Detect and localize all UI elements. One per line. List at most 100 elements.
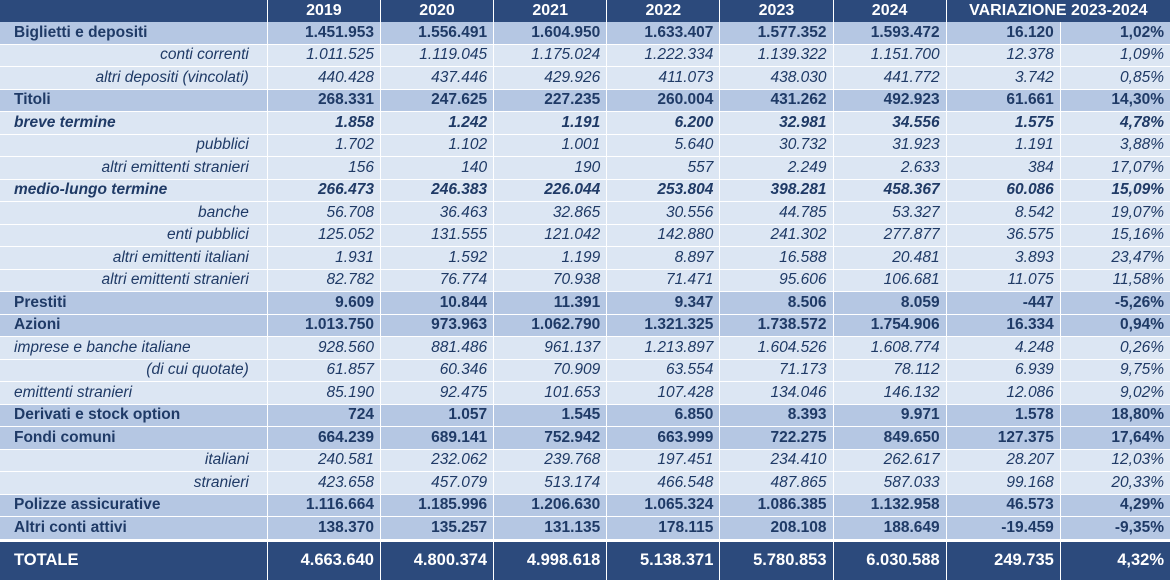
- value-cell: 138.370: [267, 516, 381, 541]
- value-cell: 82.782: [267, 269, 381, 292]
- variation-abs-cell: 8.542: [946, 201, 1061, 225]
- value-cell: 36.463: [380, 201, 495, 225]
- value-cell: 1.065.324: [606, 494, 721, 517]
- value-cell: 8.897: [606, 246, 721, 270]
- value-cell: 239.768: [493, 449, 608, 472]
- value-cell: 1.116.664: [267, 494, 381, 517]
- value-cell: 1.175.024: [493, 44, 608, 67]
- variation-pct-cell: 19,07%: [1060, 201, 1171, 225]
- total-value: 5.138.371: [606, 538, 721, 581]
- value-cell: 106.681: [833, 269, 947, 292]
- table-row: altri depositi (vincolati) 440.428 437.446…: [0, 66, 1171, 90]
- row-label: Prestiti: [0, 291, 268, 315]
- value-cell: 34.556: [833, 111, 947, 135]
- value-cell: 95.606: [719, 269, 834, 292]
- variation-abs-cell: 11.075: [946, 269, 1061, 292]
- table-row: medio-lungo termine 266.473 246.383 226.044…: [0, 179, 1171, 202]
- value-cell: 1.545: [493, 404, 608, 427]
- table-row: emittenti stranieri 85.190 92.475 101.653 10…: [0, 381, 1171, 405]
- variation-abs-cell: 4.248: [946, 336, 1061, 360]
- row-label: altri depositi (vincolati): [0, 66, 268, 90]
- value-cell: 664.239: [267, 426, 381, 450]
- value-cell: 11.391: [493, 291, 608, 315]
- row-label: imprese e banche italiane: [0, 336, 268, 360]
- value-cell: 1.011.525: [267, 44, 381, 67]
- value-cell: 752.942: [493, 426, 608, 450]
- variation-pct-cell: 15,09%: [1060, 179, 1171, 202]
- value-cell: 8.506: [719, 291, 834, 315]
- value-cell: 101.653: [493, 381, 608, 405]
- value-cell: 1.102: [380, 134, 495, 157]
- row-label: medio-lungo termine: [0, 179, 268, 202]
- value-cell: 146.132: [833, 381, 947, 405]
- header-year-2019: 2019: [267, 0, 381, 22]
- value-cell: 32.865: [493, 201, 608, 225]
- value-cell: 1.086.385: [719, 494, 834, 517]
- value-cell: 1.185.996: [380, 494, 495, 517]
- value-cell: 961.137: [493, 336, 608, 360]
- value-cell: 131.555: [380, 224, 495, 247]
- variation-pct-cell: 11,58%: [1060, 269, 1171, 292]
- variation-abs-cell: -19.459: [946, 516, 1061, 541]
- value-cell: 437.446: [380, 66, 495, 90]
- total-value: 5.780.853: [719, 538, 834, 581]
- value-cell: 457.079: [380, 471, 495, 495]
- variation-abs-cell: 384: [946, 156, 1061, 180]
- value-cell: 197.451: [606, 449, 721, 472]
- value-cell: 30.556: [606, 201, 721, 225]
- value-cell: 429.926: [493, 66, 608, 90]
- value-cell: 1.556.491: [380, 22, 495, 45]
- value-cell: 1.604.526: [719, 336, 834, 360]
- value-cell: 208.108: [719, 516, 834, 541]
- value-cell: 411.073: [606, 66, 721, 90]
- row-label: (di cui quotate): [0, 359, 268, 382]
- value-cell: 557: [606, 156, 721, 180]
- value-cell: 1.151.700: [833, 44, 947, 67]
- row-label: enti pubblici: [0, 224, 268, 247]
- row-label: conti correnti: [0, 44, 268, 67]
- table-body: Biglietti e depositi 1.451.953 1.556.491 1.…: [0, 22, 1171, 541]
- value-cell: 125.052: [267, 224, 381, 247]
- value-cell: 398.281: [719, 179, 834, 202]
- total-label: TOTALE: [0, 538, 268, 581]
- variation-abs-cell: 3.742: [946, 66, 1061, 90]
- value-cell: 1.139.322: [719, 44, 834, 67]
- table-row: breve termine 1.858 1.242 1.191 6.200 32.981 3…: [0, 111, 1171, 135]
- value-cell: 440.428: [267, 66, 381, 90]
- value-cell: 492.923: [833, 89, 947, 112]
- value-cell: 1.057: [380, 404, 495, 427]
- header-year-2022: 2022: [606, 0, 721, 22]
- table-row: pubblici 1.702 1.102 1.001 5.640 30.732 31.923…: [0, 134, 1171, 157]
- row-label: Azioni: [0, 314, 268, 337]
- variation-pct-cell: 0,26%: [1060, 336, 1171, 360]
- value-cell: 44.785: [719, 201, 834, 225]
- value-cell: 9.971: [833, 404, 947, 427]
- variation-pct-cell: 1,09%: [1060, 44, 1171, 67]
- variation-pct-cell: 15,16%: [1060, 224, 1171, 247]
- value-cell: 268.331: [267, 89, 381, 112]
- variation-pct-cell: 20,33%: [1060, 471, 1171, 495]
- value-cell: 1.001: [493, 134, 608, 157]
- value-cell: 1.931: [267, 246, 381, 270]
- value-cell: 70.909: [493, 359, 608, 382]
- variation-abs-cell: 3.893: [946, 246, 1061, 270]
- value-cell: 928.560: [267, 336, 381, 360]
- table-row: Titoli 268.331 247.625 227.235 260.004 431.26…: [0, 89, 1171, 112]
- table-row: Polizze assicurative 1.116.664 1.185.996 1.…: [0, 494, 1171, 517]
- value-cell: 9.347: [606, 291, 721, 315]
- variation-pct-cell: 17,07%: [1060, 156, 1171, 180]
- table-row: banche 56.708 36.463 32.865 30.556 44.785 53.3…: [0, 201, 1171, 225]
- value-cell: 53.327: [833, 201, 947, 225]
- value-cell: 1.633.407: [606, 22, 721, 45]
- variation-pct-cell: 17,64%: [1060, 426, 1171, 450]
- value-cell: 431.262: [719, 89, 834, 112]
- value-cell: 722.275: [719, 426, 834, 450]
- value-cell: 441.772: [833, 66, 947, 90]
- variation-abs-cell: 46.573: [946, 494, 1061, 517]
- value-cell: 241.302: [719, 224, 834, 247]
- variation-pct-cell: 0,85%: [1060, 66, 1171, 90]
- value-cell: 253.804: [606, 179, 721, 202]
- value-cell: 71.471: [606, 269, 721, 292]
- value-cell: 973.963: [380, 314, 495, 337]
- value-cell: 423.658: [267, 471, 381, 495]
